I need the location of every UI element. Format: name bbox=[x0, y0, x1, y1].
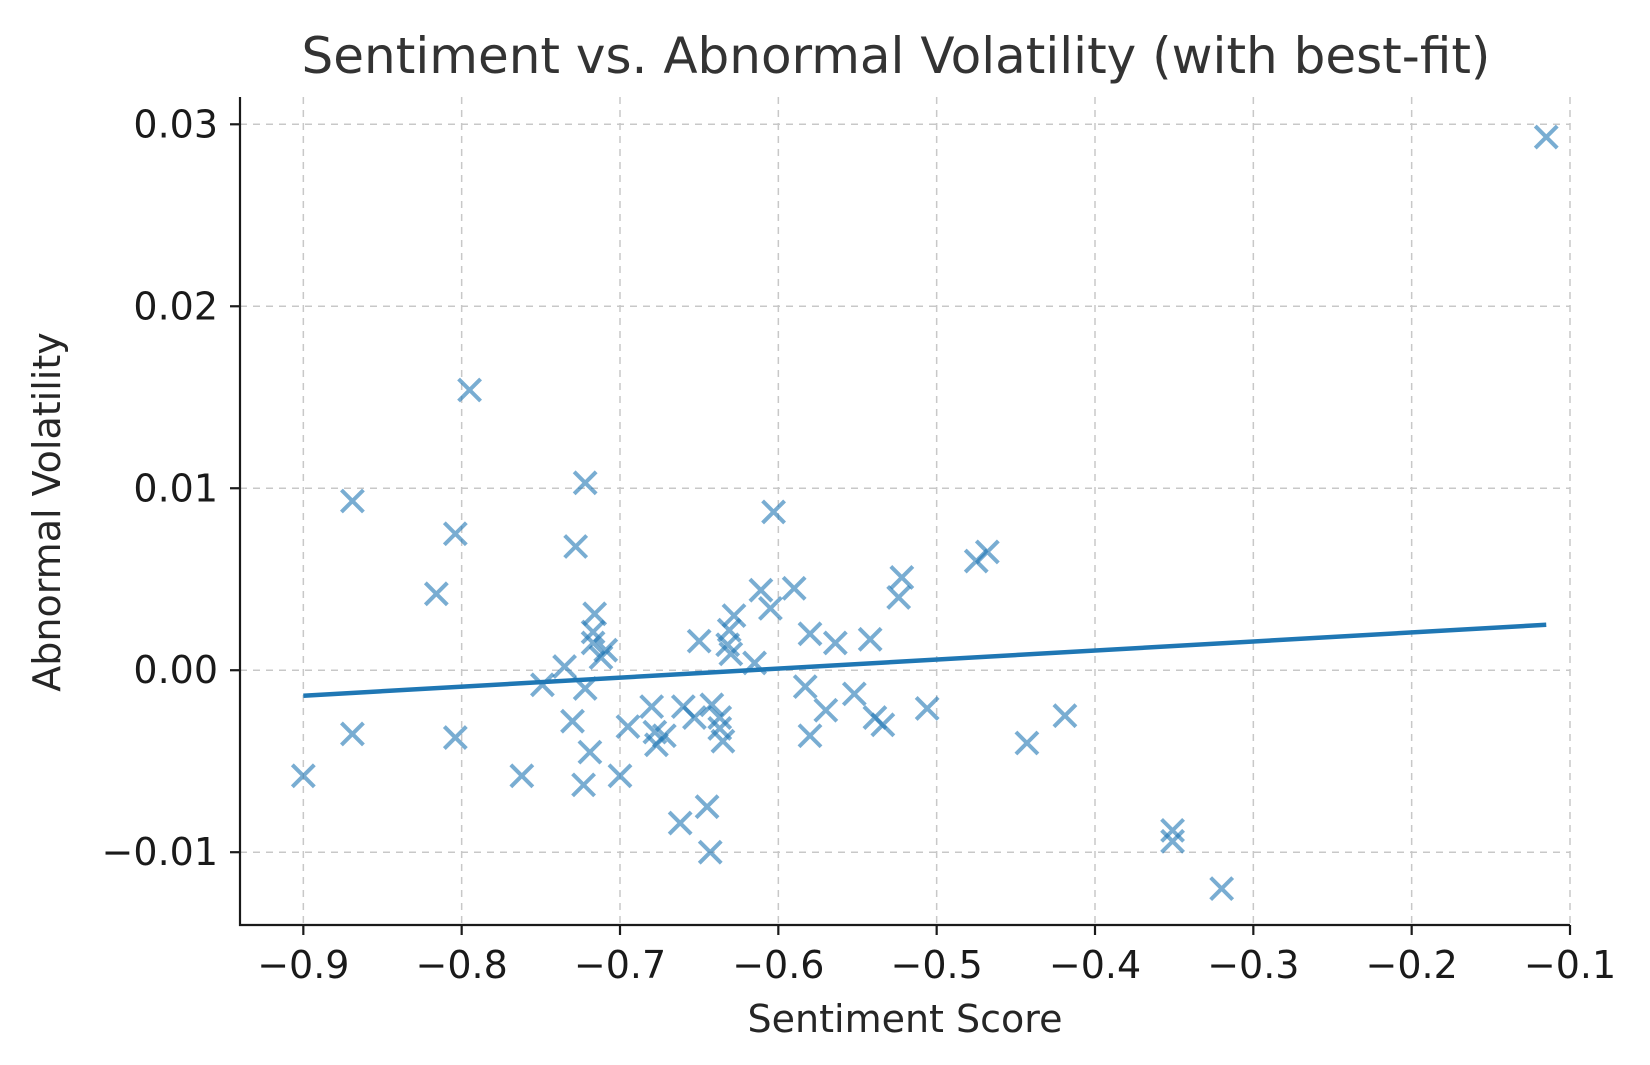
data-point bbox=[1209, 876, 1235, 902]
data-point bbox=[1160, 828, 1185, 854]
y-tick-label: 0.01 bbox=[133, 466, 218, 510]
data-point bbox=[870, 712, 896, 738]
data-point bbox=[290, 763, 316, 789]
x-tick-label: −0.4 bbox=[1049, 943, 1141, 987]
axes-frame bbox=[238, 97, 1570, 927]
data-point bbox=[781, 575, 807, 601]
y-tick-label: 0.00 bbox=[133, 648, 218, 692]
data-point bbox=[644, 732, 669, 758]
data-point bbox=[560, 708, 585, 734]
axes-spines bbox=[238, 97, 1570, 927]
x-tick-label: −0.8 bbox=[416, 943, 508, 987]
data-point bbox=[1160, 817, 1185, 843]
data-point bbox=[889, 565, 915, 590]
data-point bbox=[813, 697, 839, 723]
x-tick-label: −0.1 bbox=[1524, 943, 1616, 987]
data-point bbox=[530, 672, 555, 698]
data-point bbox=[697, 839, 723, 865]
data-point bbox=[1052, 703, 1078, 729]
data-point bbox=[509, 763, 535, 789]
data-point bbox=[457, 377, 482, 403]
chart-title: Sentiment vs. Abnormal Volatility (with … bbox=[302, 27, 1491, 85]
data-point bbox=[694, 794, 720, 820]
data-point bbox=[718, 641, 744, 667]
axis-ticks: −0.9 −0.8 −0.7 −0.6 −0.5 −0.4 −0.3 −0.2 −0.1 −0.0… bbox=[102, 102, 1617, 987]
y-tick-label: 0.03 bbox=[133, 102, 218, 146]
data-point bbox=[682, 705, 707, 730]
best-fit-line bbox=[303, 622, 1547, 698]
data-point bbox=[572, 470, 598, 496]
x-tick-label: −0.5 bbox=[891, 943, 983, 987]
data-point bbox=[797, 723, 823, 749]
data-point bbox=[340, 488, 365, 514]
grid bbox=[240, 97, 1571, 925]
data-point bbox=[710, 728, 736, 754]
y-tick-label: 0.02 bbox=[133, 284, 218, 328]
data-point bbox=[639, 694, 665, 720]
data-point bbox=[580, 630, 606, 656]
data-point bbox=[667, 810, 693, 836]
data-point bbox=[822, 630, 848, 656]
data-point bbox=[571, 772, 596, 798]
x-tick-label: −0.6 bbox=[732, 943, 824, 987]
y-tick-label: −0.01 bbox=[102, 830, 218, 874]
data-point bbox=[423, 581, 449, 607]
data-point bbox=[340, 721, 365, 747]
data-point bbox=[721, 603, 747, 629]
data-point bbox=[707, 705, 733, 730]
data-point bbox=[1533, 124, 1559, 150]
x-axis-label: Sentiment Score bbox=[748, 997, 1063, 1041]
y-axis-label: Abnormal Volatility bbox=[25, 332, 69, 691]
x-tick-label: −0.9 bbox=[257, 943, 349, 987]
data-points bbox=[290, 124, 1559, 902]
data-point bbox=[914, 696, 940, 721]
data-point bbox=[841, 681, 867, 707]
data-point bbox=[857, 626, 883, 652]
data-point bbox=[699, 692, 725, 718]
data-point bbox=[686, 628, 712, 654]
data-point bbox=[615, 714, 641, 740]
x-tick-label: −0.7 bbox=[574, 943, 666, 987]
best-fit bbox=[303, 622, 1547, 698]
x-tick-label: −0.3 bbox=[1207, 943, 1299, 987]
data-point bbox=[442, 725, 468, 750]
data-point bbox=[577, 739, 603, 765]
data-point bbox=[588, 645, 614, 670]
data-point bbox=[442, 521, 468, 547]
data-point bbox=[792, 674, 818, 700]
data-point bbox=[748, 577, 774, 603]
data-point bbox=[1014, 730, 1040, 756]
x-tick-label: −0.2 bbox=[1366, 943, 1458, 987]
data-point bbox=[761, 499, 786, 525]
data-point bbox=[758, 595, 783, 621]
data-point bbox=[607, 763, 633, 789]
data-point bbox=[563, 534, 589, 559]
data-point bbox=[552, 654, 577, 680]
data-point bbox=[886, 585, 912, 610]
data-point bbox=[797, 621, 823, 647]
data-point bbox=[963, 548, 989, 574]
data-point bbox=[580, 619, 606, 645]
